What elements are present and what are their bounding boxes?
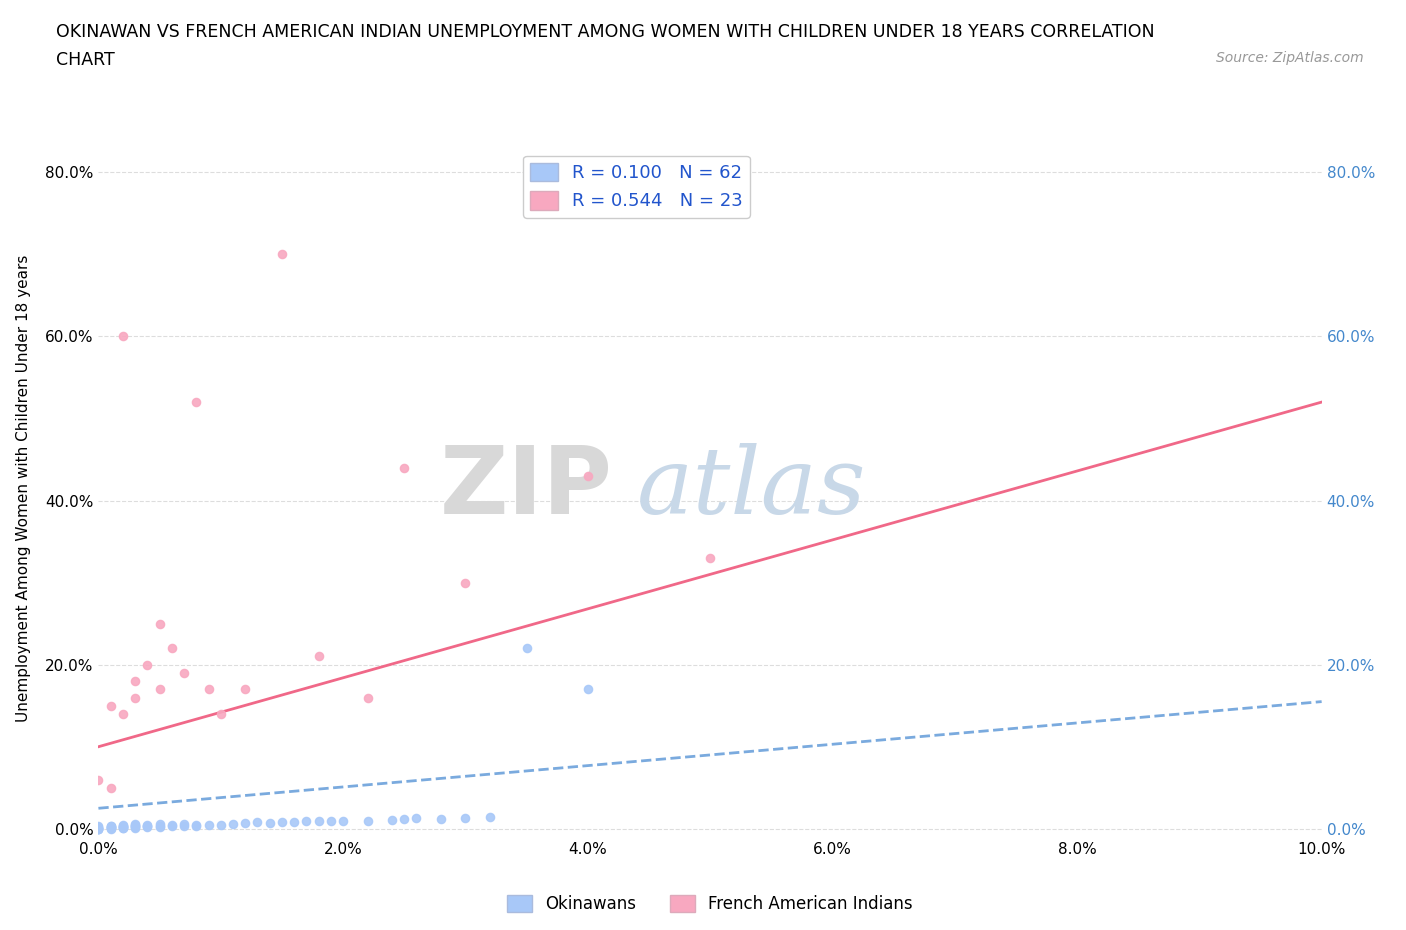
Point (111, 329, 134, 344)
Point (87, 819, 110, 834)
Point (270, 815, 292, 830)
Text: atlas: atlas (637, 444, 866, 533)
Point (270, 247, 292, 262)
Text: CHART: CHART (56, 51, 115, 69)
Point (111, 707, 134, 722)
Point (392, 812, 416, 827)
Point (124, 817, 146, 831)
Point (100, 818, 122, 833)
Point (576, 682, 599, 697)
Point (124, 817, 146, 832)
Point (111, 818, 134, 833)
Point (454, 575, 477, 590)
Point (149, 682, 172, 697)
Point (100, 698, 122, 713)
Point (87, 821, 110, 836)
Point (87, 819, 110, 834)
Point (124, 819, 146, 834)
Point (283, 815, 305, 830)
Point (173, 666, 195, 681)
Point (149, 617, 172, 631)
Point (149, 819, 172, 834)
Point (87, 820, 110, 835)
Legend: Okinawans, French American Indians: Okinawans, French American Indians (501, 888, 920, 920)
Point (124, 690, 146, 705)
Point (87, 821, 110, 836)
Point (160, 819, 183, 834)
Point (111, 820, 134, 835)
Point (111, 817, 134, 832)
Point (160, 641, 183, 656)
Point (186, 394, 208, 409)
Point (124, 673, 146, 688)
Point (197, 682, 219, 697)
Point (209, 817, 232, 832)
Point (209, 707, 232, 722)
Point (186, 818, 208, 833)
Point (405, 811, 427, 826)
Point (516, 641, 538, 656)
Point (100, 820, 122, 835)
Point (124, 818, 146, 833)
Point (381, 812, 404, 827)
Point (100, 819, 122, 834)
Point (454, 811, 477, 826)
Point (430, 812, 453, 827)
Point (356, 813, 378, 828)
Point (392, 460, 416, 475)
Y-axis label: Unemployment Among Women with Children Under 18 years: Unemployment Among Women with Children U… (17, 255, 31, 722)
Point (100, 821, 122, 836)
Text: OKINAWAN VS FRENCH AMERICAN INDIAN UNEMPLOYMENT AMONG WOMEN WITH CHILDREN UNDER : OKINAWAN VS FRENCH AMERICAN INDIAN UNEMP… (56, 23, 1154, 41)
Point (222, 817, 245, 831)
Point (111, 819, 134, 834)
Point (100, 820, 122, 835)
Text: ZIP: ZIP (439, 443, 612, 534)
Point (160, 817, 183, 832)
Point (87, 821, 110, 836)
Point (356, 690, 378, 705)
Point (124, 820, 146, 835)
Point (186, 817, 208, 832)
Point (136, 819, 159, 834)
Point (197, 817, 219, 832)
Point (87, 820, 110, 835)
Point (246, 815, 269, 830)
Point (136, 658, 159, 672)
Point (173, 817, 195, 831)
Point (478, 810, 501, 825)
Text: Source: ZipAtlas.com: Source: ZipAtlas.com (1216, 51, 1364, 65)
Point (100, 780, 122, 795)
Point (87, 821, 110, 836)
Point (136, 819, 159, 834)
Point (699, 551, 721, 565)
Point (576, 469, 599, 484)
Point (87, 772, 110, 787)
Point (173, 818, 195, 833)
Point (332, 814, 354, 829)
Point (111, 820, 134, 835)
Point (136, 818, 159, 833)
Point (149, 818, 172, 833)
Point (111, 819, 134, 834)
Point (233, 682, 256, 697)
Point (233, 816, 256, 830)
Point (259, 816, 281, 830)
Point (100, 819, 122, 834)
Point (149, 817, 172, 831)
Point (136, 817, 159, 832)
Point (100, 819, 122, 834)
Point (295, 814, 318, 829)
Point (308, 649, 330, 664)
Point (111, 819, 134, 834)
Point (319, 813, 342, 828)
Point (308, 814, 330, 829)
Point (124, 819, 146, 834)
